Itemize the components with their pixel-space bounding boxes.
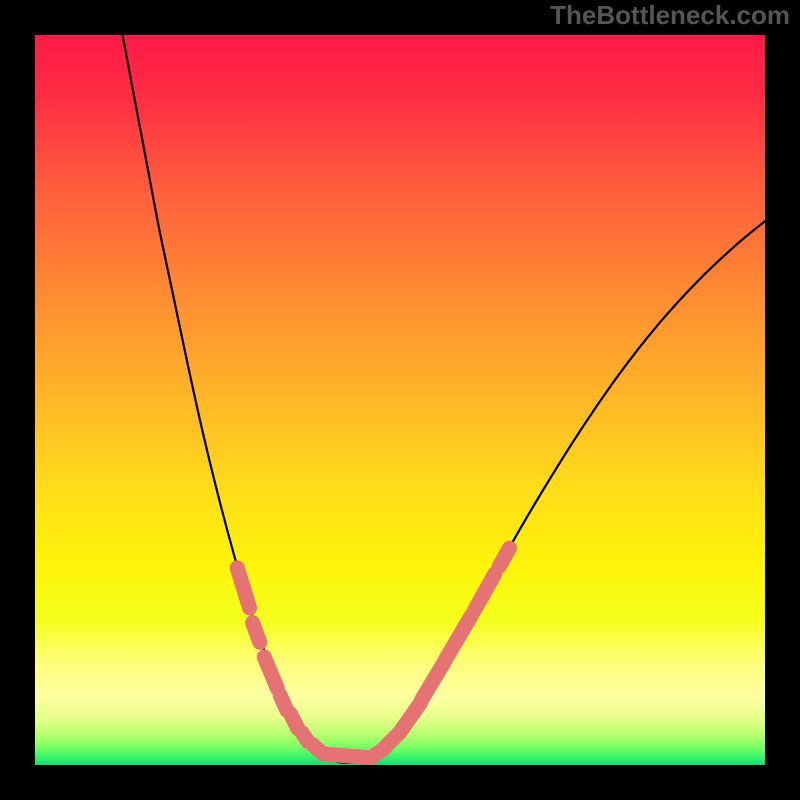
- highlight-segment: [253, 623, 260, 643]
- bottleneck-chart: [35, 35, 765, 765]
- chart-frame: TheBottleneck.com: [0, 0, 800, 800]
- watermark-text: TheBottleneck.com: [550, 0, 790, 31]
- highlight-segment: [499, 548, 509, 566]
- highlight-segment: [291, 714, 298, 729]
- gradient-background: [35, 35, 765, 765]
